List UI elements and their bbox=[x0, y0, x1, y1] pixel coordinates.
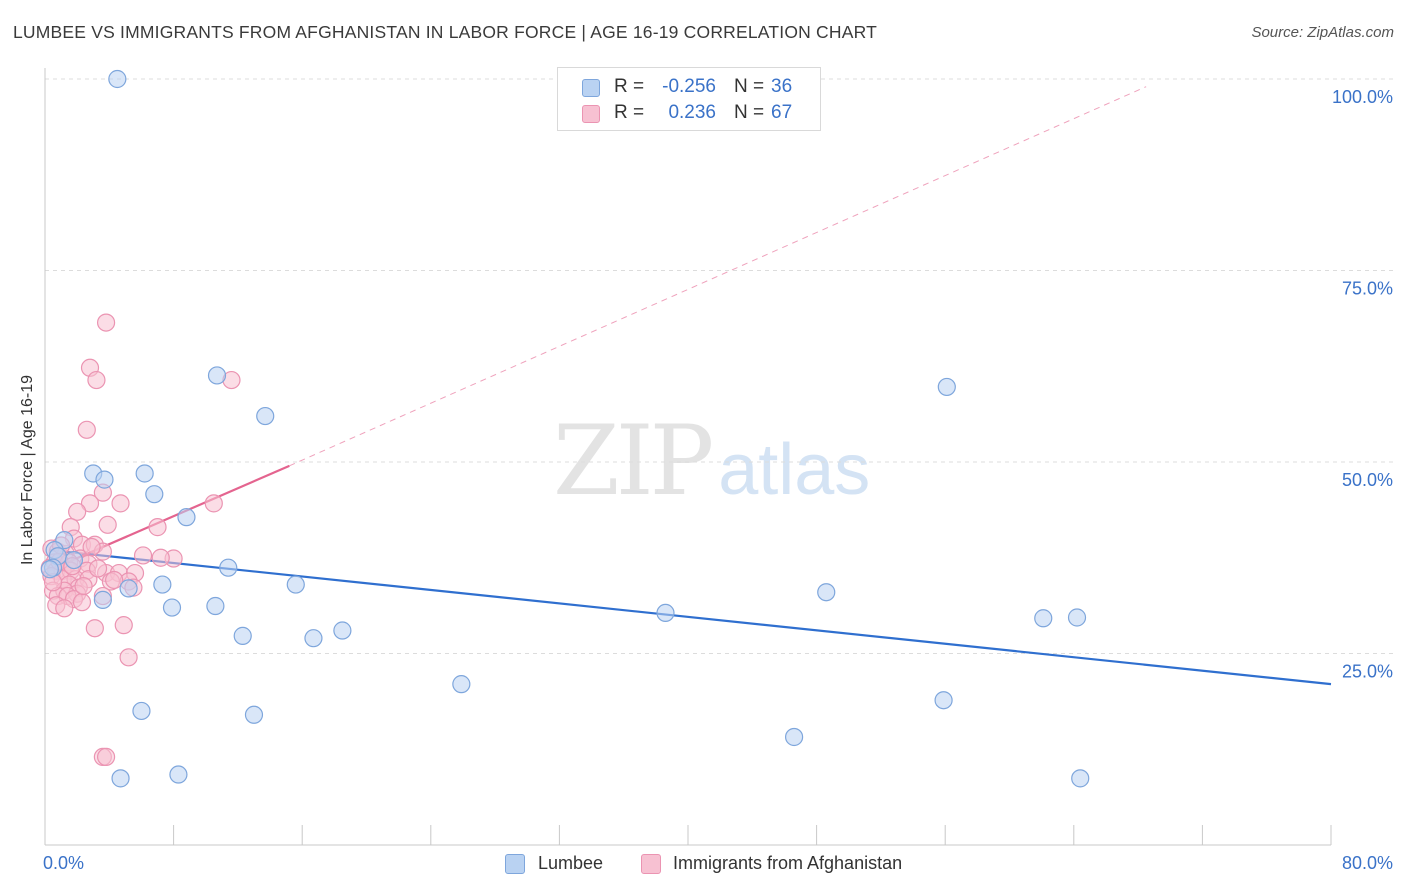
y-tick-label: 50.0% bbox=[1342, 470, 1393, 490]
afghanistan-point bbox=[98, 515, 117, 534]
lumbee-point bbox=[244, 705, 264, 724]
lumbee-point bbox=[1034, 609, 1053, 628]
stats-legend: R = -0.256 N = 36 R = 0.236 N = 67 bbox=[557, 67, 821, 131]
afghanistan-point bbox=[151, 548, 170, 567]
lumbee-legend-swatch[interactable] bbox=[505, 854, 525, 874]
lumbee-point bbox=[95, 470, 114, 489]
r-value: 0.236 bbox=[668, 102, 716, 123]
r-label: R = bbox=[614, 102, 645, 123]
r-label: R = bbox=[614, 76, 645, 97]
lumbee-point bbox=[153, 575, 172, 594]
lumbee-point bbox=[817, 583, 836, 602]
n-label: N = bbox=[734, 76, 765, 97]
lumbee-legend-label[interactable]: Lumbee bbox=[538, 853, 604, 873]
trend-lines bbox=[49, 86, 1332, 686]
tick-labels: 25.0% 50.0% 75.0% 100.0% 0.0% 80.0% bbox=[43, 87, 1393, 873]
lumbee-point bbox=[934, 691, 953, 710]
afghanistan-point bbox=[82, 537, 101, 557]
afghanistan-point bbox=[88, 559, 108, 578]
lumbee-point bbox=[1071, 769, 1090, 788]
lumbee-point bbox=[93, 590, 112, 609]
lumbee-point bbox=[784, 727, 804, 747]
afghanistan-point bbox=[85, 619, 104, 638]
lumbee-point bbox=[256, 406, 275, 426]
afghanistan-point bbox=[111, 494, 130, 513]
afghanistan-point bbox=[68, 502, 87, 521]
afghanistan-legend-label[interactable]: Immigrants from Afghanistan bbox=[673, 853, 903, 873]
lumbee-point bbox=[304, 629, 323, 648]
n-label: N = bbox=[734, 102, 765, 123]
data-points bbox=[40, 69, 1090, 788]
y-tick-label: 25.0% bbox=[1342, 662, 1393, 682]
afghanistan-point bbox=[204, 494, 223, 513]
afghanistan-point bbox=[77, 420, 96, 439]
afghanistan-point bbox=[80, 494, 100, 513]
afghanistan-point bbox=[119, 648, 138, 667]
afghanistan-point bbox=[96, 747, 116, 767]
lumbee-trend-line bbox=[49, 548, 1332, 686]
lumbee-swatch bbox=[582, 79, 600, 97]
n-value: 36 bbox=[771, 76, 793, 97]
afghanistan-point bbox=[96, 313, 116, 332]
x-tick-label-min: 0.0% bbox=[43, 853, 84, 873]
lumbee-point bbox=[656, 603, 675, 623]
afghanistan-point bbox=[87, 370, 106, 390]
y-tick-label: 75.0% bbox=[1342, 279, 1393, 299]
y-tick-label: 100.0% bbox=[1332, 87, 1393, 107]
lumbee-point bbox=[162, 598, 182, 617]
axes bbox=[44, 68, 1332, 846]
lumbee-point bbox=[135, 464, 154, 483]
lumbee-point bbox=[452, 675, 471, 694]
afghanistan-point bbox=[74, 576, 93, 596]
lumbee-point bbox=[286, 575, 305, 594]
lumbee-point bbox=[206, 596, 225, 616]
x-tick-label-max: 80.0% bbox=[1342, 853, 1393, 873]
lumbee-point bbox=[937, 377, 956, 397]
afghanistan-point bbox=[133, 546, 153, 565]
afghanistan-trend-extension bbox=[289, 86, 1147, 467]
lumbee-point bbox=[219, 558, 238, 577]
grid bbox=[45, 78, 1393, 654]
stats-row-afghanistan: R = 0.236 N = 67 bbox=[558, 101, 820, 127]
source-credit: Source: ZipAtlas.com bbox=[1251, 24, 1394, 41]
lumbee-point bbox=[233, 626, 252, 645]
lumbee-point bbox=[169, 765, 188, 784]
lumbee-point bbox=[132, 701, 151, 721]
afghanistan-point bbox=[148, 518, 167, 537]
afghanistan-legend-swatch[interactable] bbox=[641, 854, 661, 874]
n-value: 67 bbox=[771, 102, 793, 123]
lumbee-point bbox=[333, 621, 352, 640]
lumbee-point bbox=[64, 550, 84, 570]
afghanistan-point bbox=[55, 599, 74, 618]
lumbee-point bbox=[1067, 608, 1087, 627]
lumbee-point bbox=[108, 69, 127, 89]
lumbee-point bbox=[145, 485, 164, 504]
afghanistan-swatch bbox=[582, 105, 600, 123]
lumbee-point bbox=[207, 366, 227, 385]
afghanistan-point bbox=[105, 570, 124, 590]
r-value: -0.256 bbox=[662, 76, 716, 97]
stats-row-lumbee: R = -0.256 N = 36 bbox=[558, 75, 820, 101]
lumbee-point bbox=[40, 560, 59, 579]
lumbee-point bbox=[177, 508, 196, 527]
afghanistan-point bbox=[72, 593, 92, 612]
afghanistan-point bbox=[114, 616, 133, 635]
lumbee-point bbox=[111, 769, 130, 788]
chart-title: LUMBEE VS IMMIGRANTS FROM AFGHANISTAN IN… bbox=[13, 22, 878, 42]
lumbee-point bbox=[119, 579, 138, 598]
